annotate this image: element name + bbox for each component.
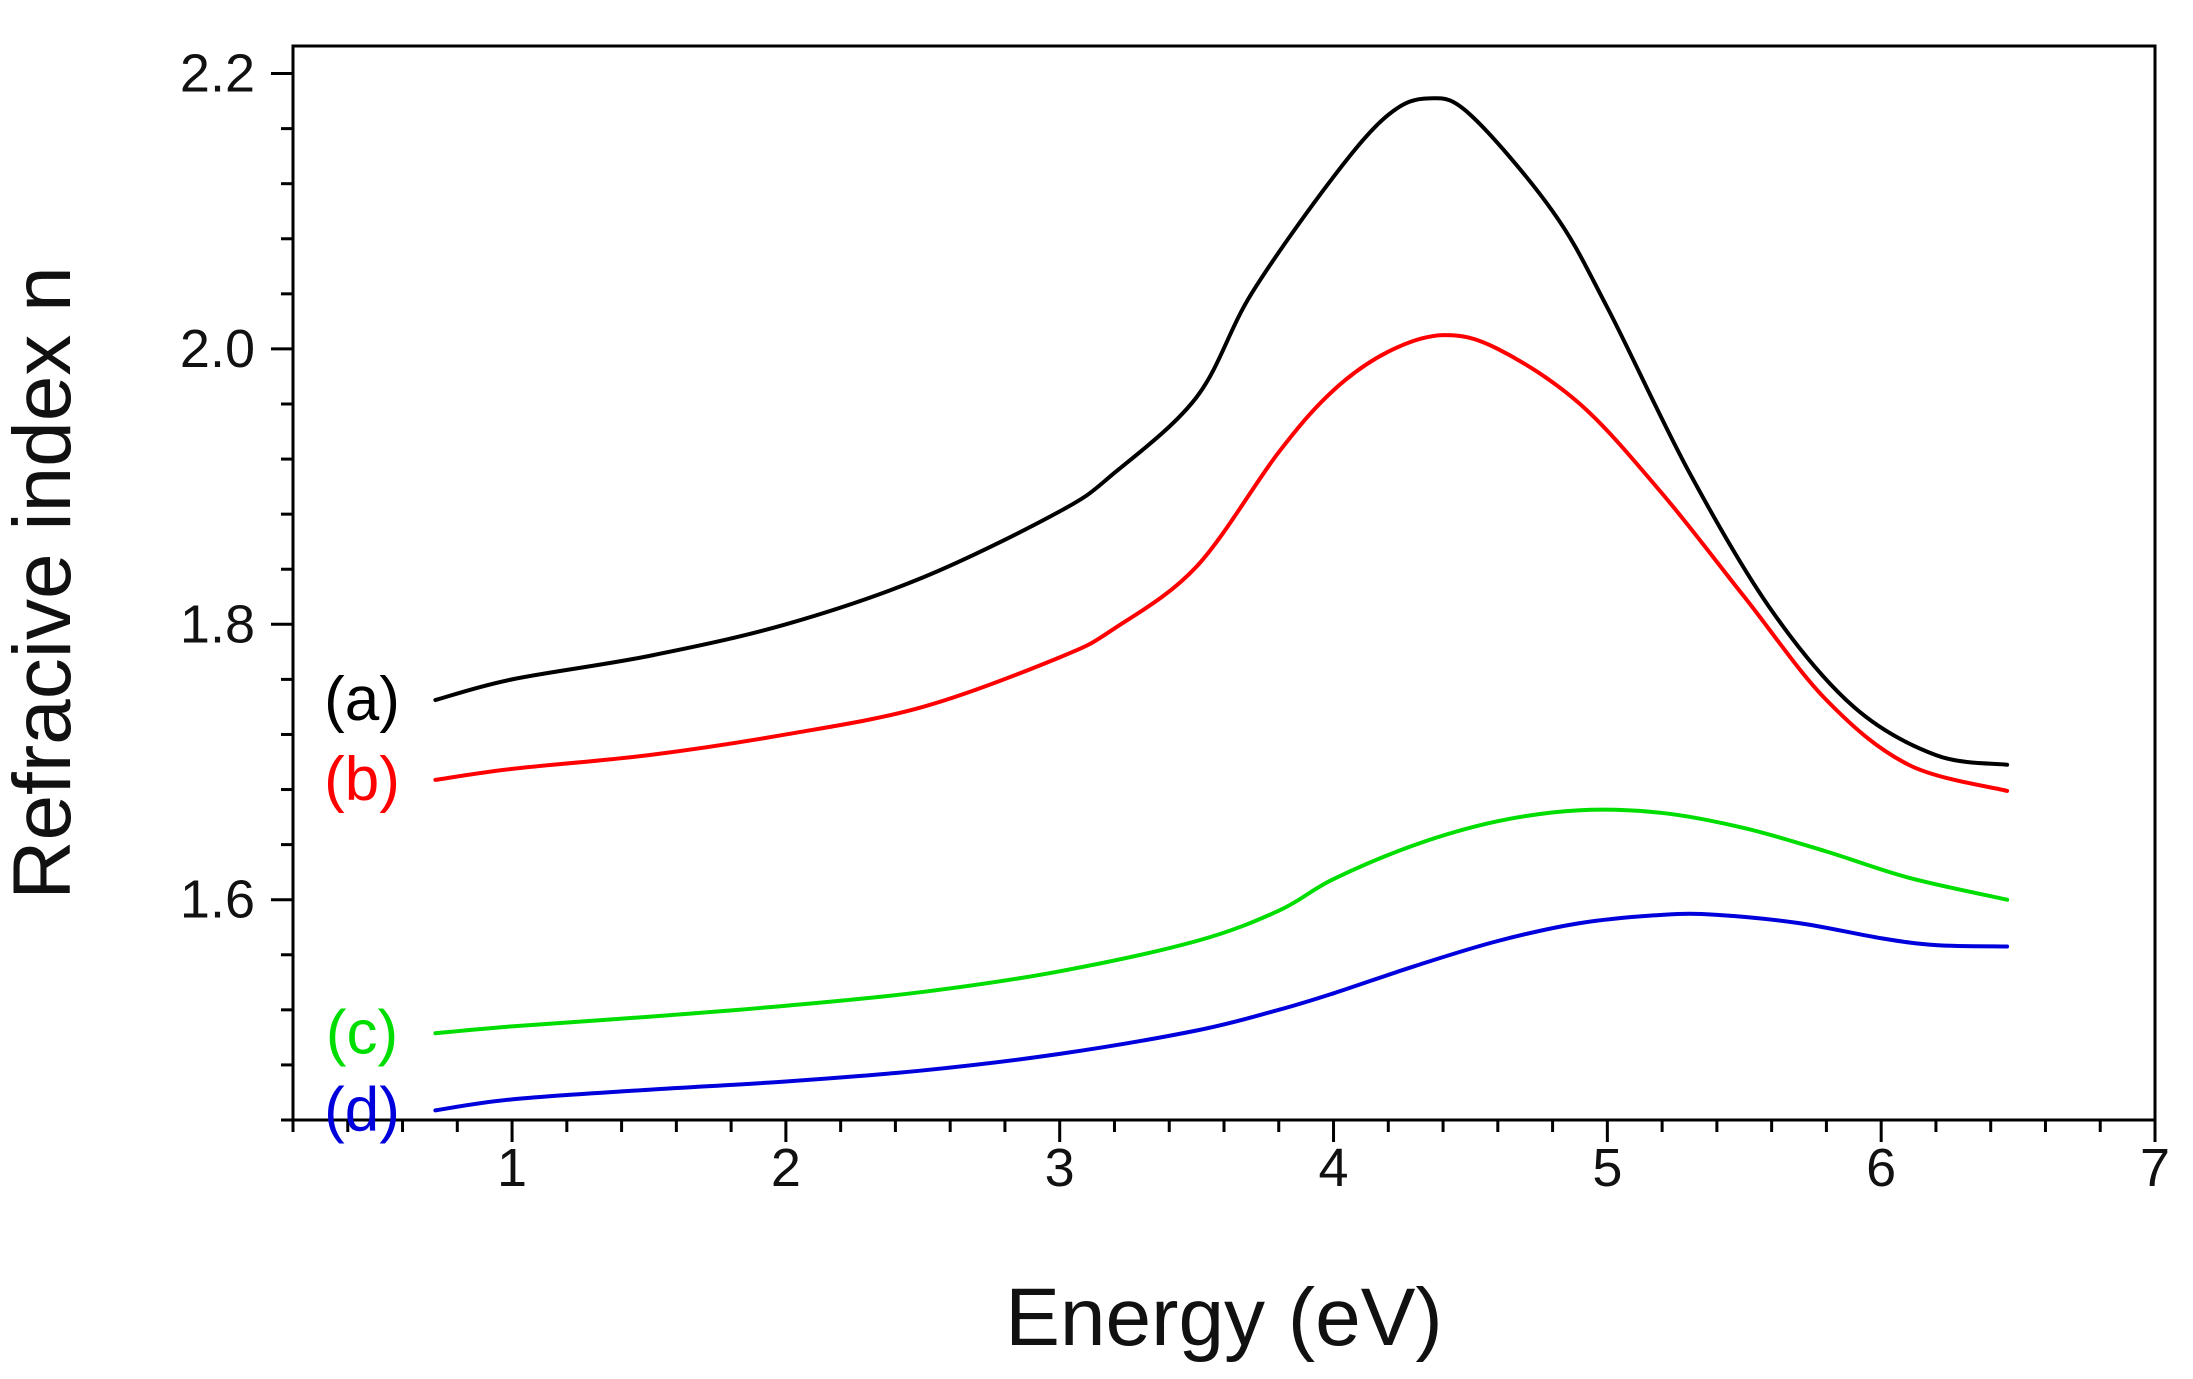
x-tick-label: 6 xyxy=(1866,1138,1896,1198)
x-tick-label: 4 xyxy=(1319,1138,1349,1198)
y-tick-label: 2.2 xyxy=(180,44,255,104)
x-axis-title: Energy (eV) xyxy=(1005,1272,1443,1363)
series-labels: (a) (b) (c) (d) xyxy=(324,665,400,1144)
x-tick-label: 5 xyxy=(1592,1138,1622,1198)
x-tick-label: 3 xyxy=(1045,1138,1075,1198)
series-label-b: (b) xyxy=(324,745,400,814)
series-layer xyxy=(433,96,2010,1113)
plot-border xyxy=(291,44,2157,1122)
x-axis-ticks: 1 2 3 4 5 6 7 xyxy=(291,1120,2170,1198)
y-axis-title: Refracive index n xyxy=(0,266,88,900)
plot-frame xyxy=(291,44,2157,1122)
series-label-c: (c) xyxy=(326,998,398,1067)
series-line-b xyxy=(433,333,2010,793)
y-tick-label: 1.6 xyxy=(180,870,255,930)
series-line-c xyxy=(433,807,2010,1036)
y-axis-ticks: 1.6 1.8 2.0 2.2 xyxy=(180,44,293,1122)
series-label-d: (d) xyxy=(324,1075,400,1144)
series-line-d xyxy=(433,911,2010,1113)
y-tick-label: 1.8 xyxy=(180,594,255,654)
series-line-a xyxy=(433,96,2010,767)
x-tick-label: 1 xyxy=(497,1138,527,1198)
x-tick-label: 2 xyxy=(771,1138,801,1198)
series-label-a: (a) xyxy=(324,665,400,734)
x-tick-label: 7 xyxy=(2140,1138,2170,1198)
y-tick-label: 2.0 xyxy=(180,319,255,379)
